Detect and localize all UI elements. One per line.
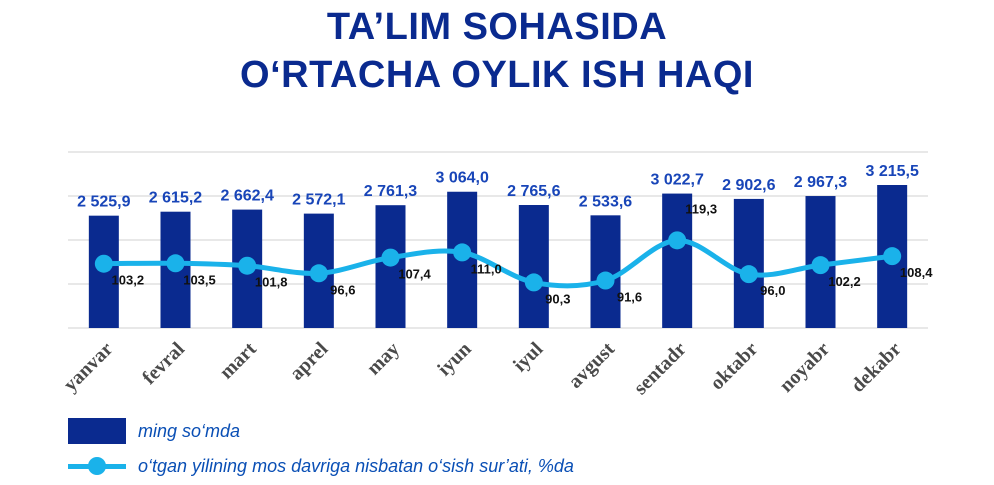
growth-point — [668, 231, 687, 250]
x-tick-label: iyun — [433, 338, 475, 380]
x-tick-label: avgust — [564, 338, 619, 393]
bar — [733, 198, 764, 328]
bar-value-label: 2 902,6 — [722, 177, 775, 194]
chart-title-line-1: TA’LIM SOHASIDA — [326, 6, 668, 48]
bar-value-label: 2 662,4 — [220, 188, 273, 205]
growth-value-label: 101,8 — [255, 275, 288, 290]
legend-bar-label: ming so‘mda — [138, 420, 241, 441]
x-tick-label: may — [363, 338, 404, 379]
growth-value-label: 103,2 — [112, 273, 145, 288]
x-tick-label: sentadr — [630, 338, 691, 399]
growth-value-label: 90,3 — [545, 291, 570, 306]
growth-value-label: 119,3 — [685, 201, 717, 216]
legend-item-bars: ming so‘mda — [68, 418, 240, 444]
bar-value-label: 3 215,5 — [865, 163, 918, 180]
growth-point — [596, 271, 615, 290]
growth-point — [739, 265, 758, 284]
bar-value-label: 2 765,6 — [507, 183, 560, 200]
bar-value-label: 3 064,0 — [435, 170, 488, 187]
growth-value-label: 108,4 — [900, 265, 933, 280]
bar-value-label: 2 533,6 — [579, 193, 632, 210]
bar-value-label: 2 525,9 — [77, 194, 130, 211]
bar-value-label: 2 615,2 — [149, 190, 202, 207]
x-tick-label: mart — [215, 338, 261, 384]
growth-point — [883, 247, 902, 266]
x-tick-label: noyabr — [775, 338, 834, 397]
growth-value-label: 102,2 — [828, 274, 861, 289]
x-tick-label: aprel — [286, 338, 333, 385]
bar — [662, 193, 693, 328]
growth-value-label: 91,6 — [617, 290, 642, 305]
growth-value-label: 103,5 — [183, 272, 216, 287]
legend-bar-swatch — [68, 418, 126, 444]
growth-point — [309, 264, 328, 283]
bar — [518, 205, 549, 328]
growth-point — [811, 256, 830, 275]
legend-line-swatch — [68, 453, 126, 479]
bar-value-label: 2 967,3 — [794, 174, 847, 191]
growth-point — [524, 273, 543, 292]
legend-line-label: o‘tgan yilining mos davriga nisbatan o‘s… — [138, 455, 574, 476]
chart-plot: 2 525,9 2 615,2 2 662,4 2 572,1 2 761,3 3 064… — [59, 151, 933, 399]
bar-value-label: 3 022,7 — [650, 172, 703, 189]
legend-item-line: o‘tgan yilining mos davriga nisbatan o‘s… — [68, 453, 574, 479]
growth-value-label: 96,0 — [760, 283, 785, 298]
x-tick-label: oktabr — [706, 338, 763, 395]
chart-title-line-2: O‘RTACHA OYLIK ISH HAQI — [240, 54, 754, 96]
x-tick-label: dekabr — [847, 338, 906, 397]
bar-value-label: 2 572,1 — [292, 192, 345, 209]
growth-point — [453, 243, 472, 262]
growth-value-label: 96,6 — [330, 282, 355, 297]
bar-value-label: 2 761,3 — [364, 183, 417, 200]
x-tick-label: fevral — [138, 338, 189, 389]
growth-value-label: 111,0 — [471, 261, 502, 276]
growth-point — [166, 254, 185, 273]
growth-value-label: 107,4 — [398, 267, 431, 282]
growth-point — [381, 248, 400, 267]
growth-point — [94, 254, 113, 273]
x-tick-label: iyul — [509, 338, 548, 377]
x-tick-label: yanvar — [59, 338, 117, 396]
growth-point — [238, 256, 257, 275]
